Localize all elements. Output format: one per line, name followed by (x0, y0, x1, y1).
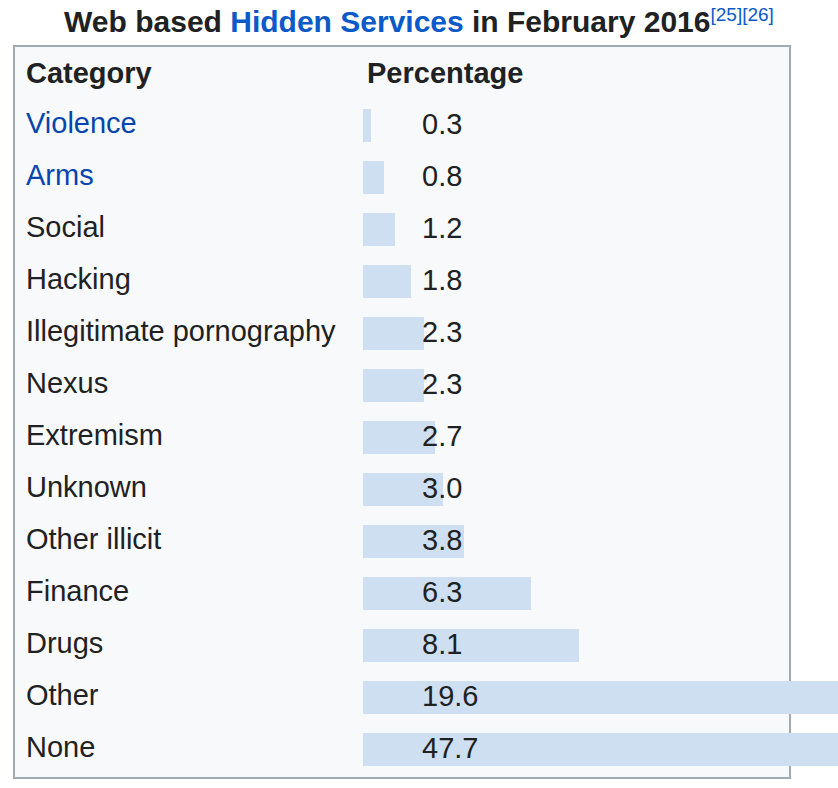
percentage-bar (363, 109, 371, 142)
percentage-value: 0.3 (422, 108, 462, 141)
percentage-value: 2.3 (422, 316, 462, 349)
ref-25-link[interactable]: [25] (711, 4, 743, 25)
table-row: Finance 6.3 (15, 577, 793, 610)
table-row: Other 19.6 (15, 681, 793, 714)
percentage-value: 6.3 (422, 576, 462, 609)
table-row: Violence 0.3 (15, 109, 793, 142)
row-label: Drugs (26, 627, 103, 660)
table-row: Social 1.2 (15, 213, 793, 246)
column-header-percentage: Percentage (367, 56, 523, 90)
table-row: Extremism 2.7 (15, 421, 793, 454)
table-row: Illegitimate pornography 2.3 (15, 317, 793, 350)
table-row: Nexus 2.3 (15, 369, 793, 402)
percentage-value: 19.6 (422, 680, 478, 713)
title-suffix: in February 2016 (464, 5, 711, 38)
row-label: Illegitimate pornography (26, 315, 336, 348)
table-row: Other illicit 3.8 (15, 525, 793, 558)
percentage-value: 2.7 (422, 420, 462, 453)
ref-26-link[interactable]: [26] (742, 4, 774, 25)
row-label: Extremism (26, 419, 163, 452)
table-row: None 47.7 (15, 733, 793, 766)
percentage-value: 3.0 (422, 472, 462, 505)
percentage-value: 47.7 (422, 732, 478, 765)
percentage-bar (363, 161, 384, 194)
row-label: Other illicit (26, 523, 161, 556)
row-label: Hacking (26, 263, 131, 296)
table-row: Unknown 3.0 (15, 473, 793, 506)
column-header-category: Category (26, 56, 152, 90)
percentage-bar (363, 317, 424, 350)
row-label[interactable]: Arms (26, 159, 94, 192)
percentage-bar (363, 369, 424, 402)
title-prefix: Web based (64, 5, 230, 38)
row-label: None (26, 731, 95, 764)
percentage-bar (363, 265, 411, 298)
table-row: Arms 0.8 (15, 161, 793, 194)
row-label: Unknown (26, 471, 147, 504)
percentage-value: 3.8 (422, 524, 462, 557)
row-label: Nexus (26, 367, 108, 400)
percentage-value: 1.8 (422, 264, 462, 297)
hidden-services-link[interactable]: Hidden Services (230, 5, 463, 38)
percentage-bar (363, 629, 579, 662)
percentage-value: 2.3 (422, 368, 462, 401)
row-label[interactable]: Violence (26, 107, 137, 140)
percentage-value: 8.1 (422, 628, 462, 661)
row-label: Social (26, 211, 105, 244)
percentage-value: 1.2 (422, 212, 462, 245)
row-label: Other (26, 679, 99, 712)
percentage-value: 0.8 (422, 160, 462, 193)
table-row: Drugs 8.1 (15, 629, 793, 662)
chart-title: Web based Hidden Services in February 20… (0, 3, 838, 41)
percentage-bar (363, 213, 395, 246)
hidden-services-table: Category Percentage Violence 0.3 Arms 0.… (13, 45, 791, 779)
row-label: Finance (26, 575, 129, 608)
table-row: Hacking 1.8 (15, 265, 793, 298)
